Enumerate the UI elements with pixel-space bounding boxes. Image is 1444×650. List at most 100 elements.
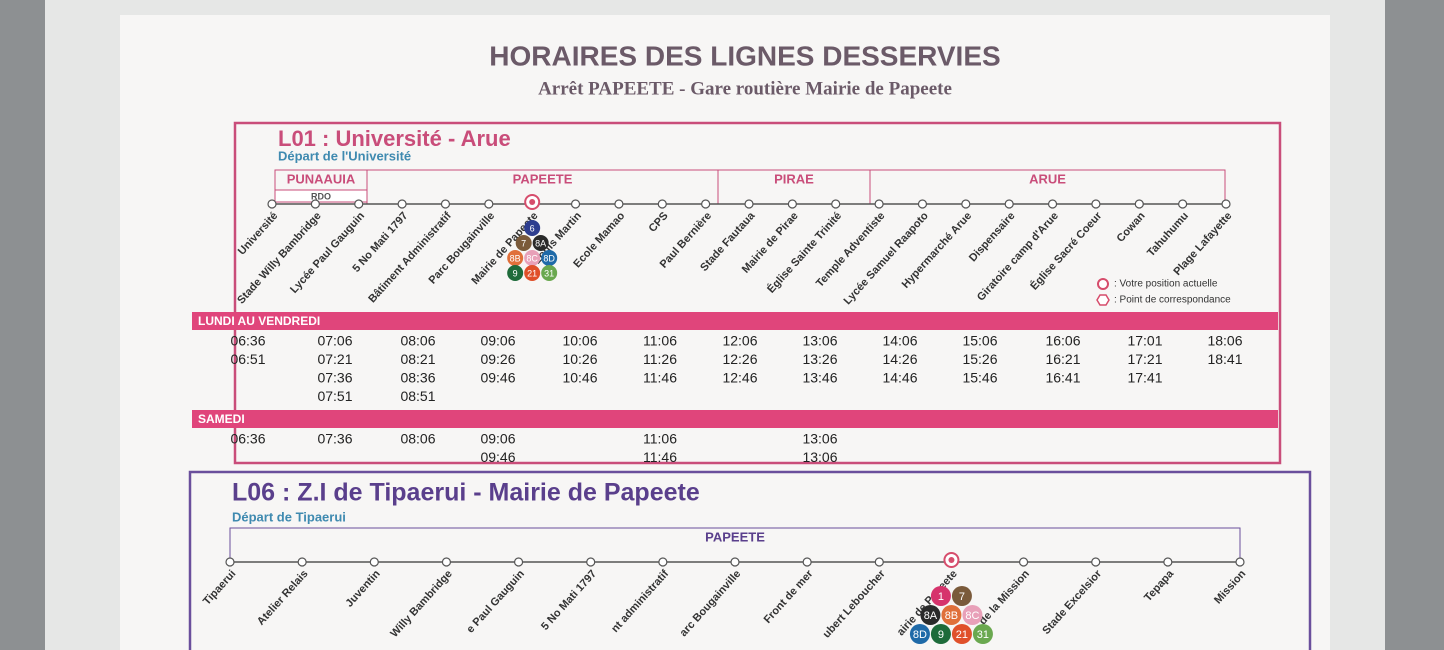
day-label: LUNDI AU VENDREDI bbox=[198, 314, 320, 328]
connection-label: 9 bbox=[513, 268, 518, 278]
connection-label: 8B bbox=[510, 253, 521, 263]
stop bbox=[354, 199, 364, 209]
connection-label: 9 bbox=[938, 629, 944, 641]
stop bbox=[658, 557, 668, 567]
stop bbox=[513, 557, 524, 567]
departure-time: 10:26 bbox=[562, 351, 597, 367]
zone-name: ARUE bbox=[1029, 171, 1066, 186]
departure-time: 06:51 bbox=[230, 351, 265, 367]
stop bbox=[297, 557, 307, 567]
departure-time: 07:06 bbox=[317, 333, 352, 349]
departure-time: 11:46 bbox=[643, 449, 677, 465]
departure-time: 15:26 bbox=[962, 351, 997, 367]
connection-label: 8A bbox=[535, 238, 546, 248]
stop bbox=[1091, 199, 1101, 209]
stop bbox=[441, 557, 452, 567]
departure-time: 14:46 bbox=[882, 370, 917, 386]
departure-time: 13:26 bbox=[802, 351, 837, 367]
stop bbox=[831, 199, 841, 209]
departure-time: 07:21 bbox=[317, 351, 352, 367]
stop bbox=[1163, 557, 1173, 567]
legend-text: : Votre position actuelle bbox=[1114, 279, 1218, 290]
connection-badge bbox=[515, 235, 532, 251]
connection-badge bbox=[524, 220, 541, 236]
departure-time: 13:06 bbox=[802, 333, 837, 349]
departure-time: 17:01 bbox=[1127, 333, 1162, 349]
stop bbox=[1018, 557, 1029, 567]
connection-badge bbox=[541, 250, 558, 266]
zone-name: PUNAAUIA bbox=[287, 171, 356, 186]
stop bbox=[961, 199, 971, 209]
stop bbox=[484, 199, 494, 209]
stop bbox=[701, 199, 711, 209]
connection-badge bbox=[951, 586, 972, 606]
departure-time: 18:41 bbox=[1207, 351, 1242, 367]
departure-time: 16:41 bbox=[1045, 370, 1080, 386]
connection-badge bbox=[972, 624, 993, 644]
departure-time: 18:06 bbox=[1207, 333, 1242, 349]
connection-label: 31 bbox=[544, 268, 554, 278]
connection-label: 8D bbox=[913, 629, 927, 641]
departure-time: 09:46 bbox=[480, 449, 515, 465]
connection-badge bbox=[930, 586, 951, 606]
stop bbox=[570, 199, 581, 209]
departure-time: 09:06 bbox=[480, 431, 515, 447]
connection-label: 8C bbox=[965, 610, 979, 622]
zone-name: PAPEETE bbox=[513, 171, 573, 186]
departure-time: 13:06 bbox=[802, 431, 837, 447]
current-position-dot bbox=[529, 199, 536, 205]
subtitle: Arrêt PAPEETE - Gare routière Mairie de … bbox=[538, 78, 952, 99]
departure-time: 09:46 bbox=[480, 370, 515, 386]
connection-label: 1 bbox=[938, 591, 944, 603]
stop bbox=[874, 557, 884, 567]
departure-time: 10:06 bbox=[562, 333, 597, 349]
connection-badge bbox=[524, 265, 541, 281]
connection-badge bbox=[909, 624, 930, 644]
l01-box bbox=[233, 121, 1282, 465]
stop bbox=[1235, 557, 1245, 567]
day-band bbox=[192, 312, 1278, 330]
stop bbox=[586, 557, 596, 567]
day-band bbox=[192, 410, 1278, 428]
departure-time: 07:36 bbox=[317, 431, 352, 447]
connection-badge bbox=[962, 605, 983, 625]
departure-time: 08:06 bbox=[400, 431, 435, 447]
departure-time: 11:26 bbox=[643, 351, 677, 367]
connection-badge bbox=[930, 624, 951, 644]
connection-badge bbox=[541, 265, 558, 281]
connection-badge bbox=[507, 250, 524, 266]
zone-name: PIRAE bbox=[774, 171, 814, 186]
stop bbox=[730, 557, 740, 567]
departure-time: 06:36 bbox=[230, 431, 265, 447]
connection-badge bbox=[524, 250, 541, 266]
legend-icon bbox=[1096, 294, 1110, 306]
stop bbox=[917, 199, 928, 209]
zone-sub: RDO bbox=[311, 191, 331, 201]
departure-time: 07:51 bbox=[317, 388, 352, 404]
departure-time: 08:06 bbox=[400, 333, 435, 349]
stop bbox=[1091, 557, 1101, 567]
stop bbox=[1004, 199, 1014, 209]
stop bbox=[225, 557, 235, 567]
stop bbox=[1178, 199, 1188, 209]
stop bbox=[744, 199, 754, 209]
stop bbox=[1221, 199, 1231, 209]
departure-time: 15:46 bbox=[962, 370, 997, 386]
departure-time: 08:51 bbox=[400, 388, 435, 404]
departure-time: 17:21 bbox=[1127, 351, 1162, 367]
departure: Départ de Tipaerui bbox=[232, 509, 346, 524]
departure-time: 12:46 bbox=[722, 370, 757, 386]
departure-time: 11:46 bbox=[643, 370, 677, 386]
connection-label: 7 bbox=[959, 591, 965, 603]
connection-label: 8B bbox=[945, 610, 958, 622]
departure-time: 08:21 bbox=[400, 351, 435, 367]
stop bbox=[397, 199, 407, 209]
stop bbox=[787, 199, 797, 209]
departure-time: 14:26 bbox=[882, 351, 917, 367]
connection-label: 8C bbox=[526, 253, 538, 263]
departure-time: 17:41 bbox=[1127, 370, 1162, 386]
stop bbox=[310, 199, 320, 209]
stop bbox=[614, 199, 624, 209]
legend-text: : Point de correspondance bbox=[1114, 295, 1231, 306]
